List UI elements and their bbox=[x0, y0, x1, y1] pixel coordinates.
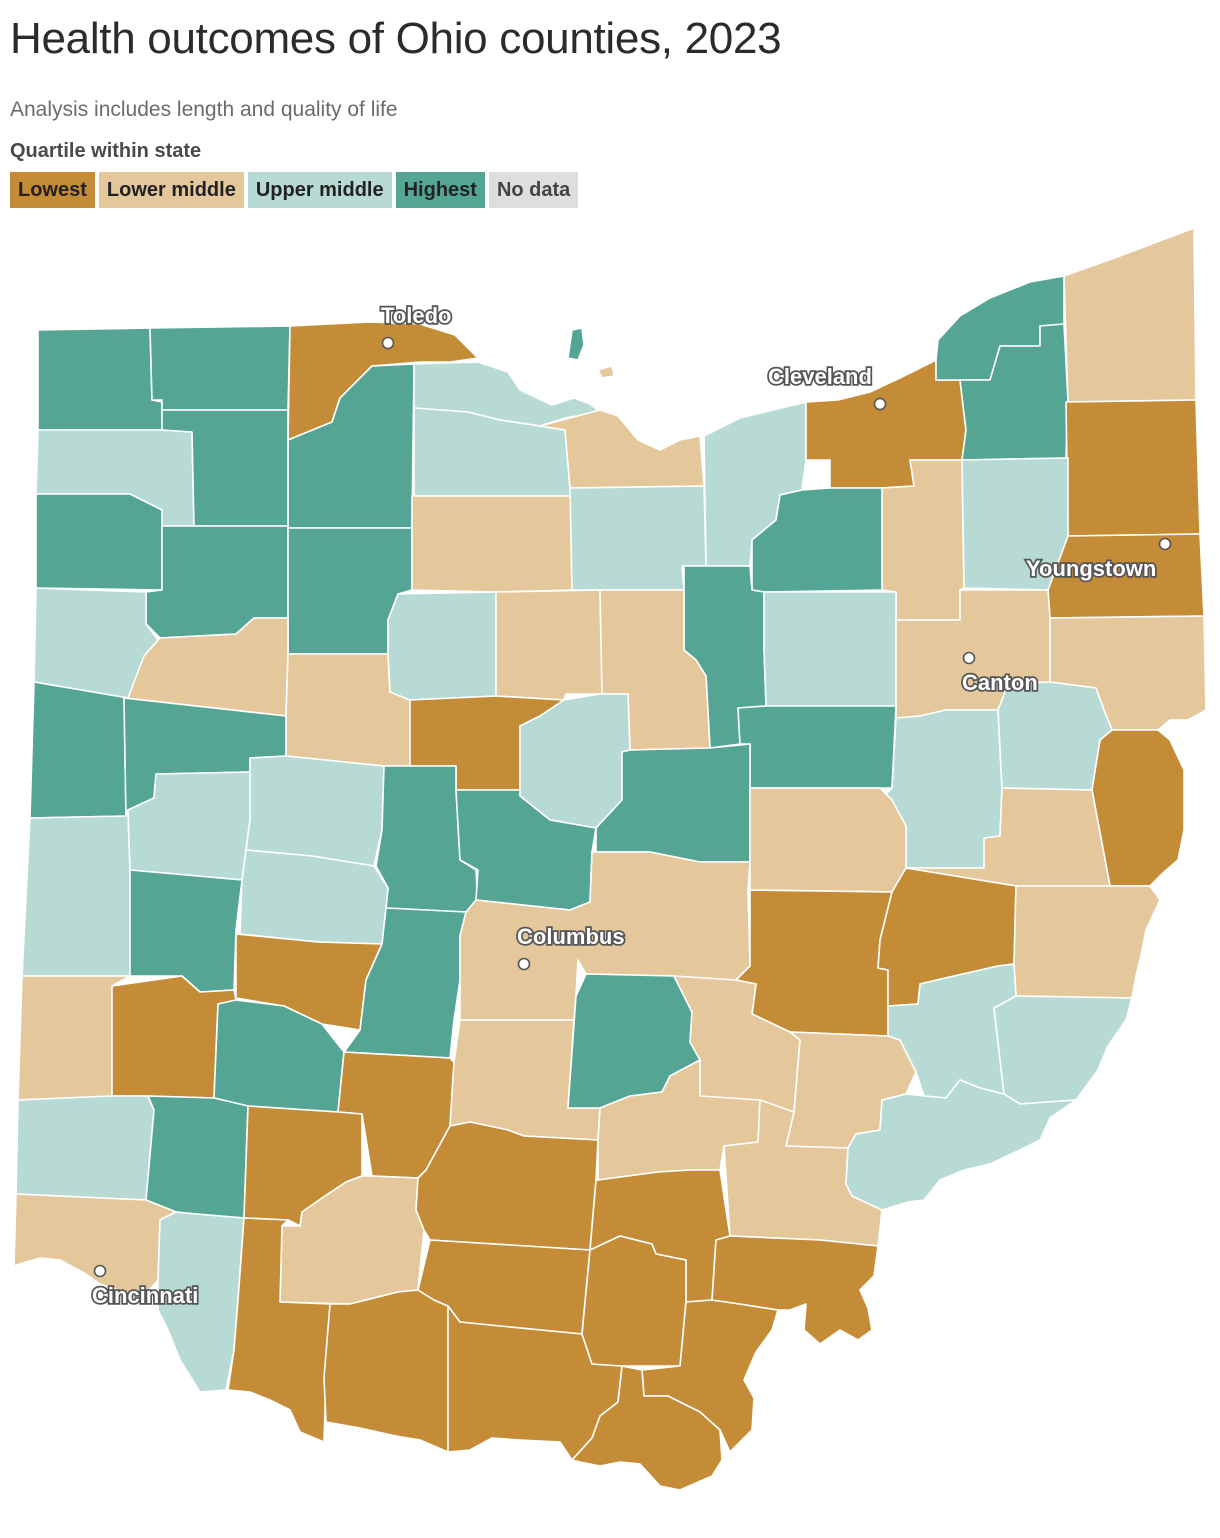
city-label-cleveland: Cleveland bbox=[768, 364, 872, 389]
city-label-cincinnati: Cincinnati bbox=[92, 1283, 198, 1308]
county-shape bbox=[1063, 227, 1197, 403]
island-shape bbox=[597, 365, 615, 379]
city-label-columbus: Columbus bbox=[517, 924, 625, 949]
city-dot bbox=[93, 1264, 107, 1278]
county-shape bbox=[245, 755, 385, 867]
city-marker-toledo: Toledo bbox=[379, 301, 453, 350]
county-shape bbox=[35, 493, 163, 591]
city-label-youngstown: Youngstown bbox=[1026, 556, 1156, 581]
chart-title: Health outcomes of Ohio counties, 2023 bbox=[10, 14, 782, 63]
county-shape bbox=[735, 889, 893, 1037]
county-shape bbox=[149, 325, 291, 411]
county-shape bbox=[29, 681, 129, 819]
chart-subtitle: Analysis includes length and quality of … bbox=[10, 98, 398, 121]
city-marker-columbus: Columbus bbox=[515, 922, 626, 971]
county-shape bbox=[749, 787, 907, 893]
county-shape bbox=[737, 705, 897, 789]
legend-item-lowest: Lowest bbox=[10, 172, 95, 208]
legend-item-highest: Highest bbox=[395, 172, 485, 208]
island-shape bbox=[567, 327, 585, 361]
city-dot bbox=[381, 336, 395, 350]
county-shape bbox=[711, 1235, 879, 1345]
legend-item-upper-middle: Upper middle bbox=[247, 172, 392, 208]
county-shape bbox=[415, 1121, 599, 1251]
county-shape bbox=[15, 1095, 155, 1201]
city-dot bbox=[873, 397, 887, 411]
county-shape bbox=[539, 409, 705, 489]
city-label-toledo: Toledo bbox=[381, 303, 451, 328]
county-shape bbox=[239, 849, 389, 945]
city-marker-youngstown: Youngstown bbox=[1024, 537, 1172, 583]
county-shape bbox=[387, 591, 497, 701]
county-shape bbox=[145, 1095, 249, 1219]
legend-title: Quartile within state bbox=[10, 140, 202, 162]
counties-layer bbox=[13, 227, 1207, 1491]
county-shape bbox=[129, 869, 243, 993]
city-marker-cincinnati: Cincinnati bbox=[90, 1264, 200, 1310]
city-dot bbox=[517, 957, 531, 971]
county-shape bbox=[37, 327, 163, 431]
county-shape bbox=[993, 995, 1133, 1105]
city-markers: Toledo Cleveland Youngstown Canton Colum… bbox=[90, 301, 1172, 1310]
county-shape bbox=[323, 1289, 449, 1453]
legend-item-lower-middle: Lower middle bbox=[98, 172, 244, 208]
county-shape bbox=[411, 495, 573, 593]
city-dot bbox=[1158, 537, 1172, 551]
county-shape bbox=[227, 1217, 331, 1443]
county-shape bbox=[845, 1079, 1077, 1211]
county-shape bbox=[763, 591, 897, 707]
city-marker-canton: Canton bbox=[960, 651, 1040, 697]
county-shape bbox=[1013, 885, 1161, 999]
city-dot bbox=[962, 651, 976, 665]
lake-erie-islands bbox=[567, 327, 615, 379]
county-shape bbox=[21, 809, 131, 977]
city-marker-cleveland: Cleveland bbox=[766, 362, 887, 411]
county-shape bbox=[571, 1365, 723, 1491]
legend-item-no-data: No data bbox=[488, 172, 579, 208]
legend: Lowest Lower middle Upper middle Highest… bbox=[10, 172, 579, 208]
county-shape bbox=[1065, 399, 1201, 537]
city-label-canton: Canton bbox=[962, 670, 1038, 695]
county-shape bbox=[13, 1193, 177, 1299]
county-shape bbox=[495, 589, 603, 701]
